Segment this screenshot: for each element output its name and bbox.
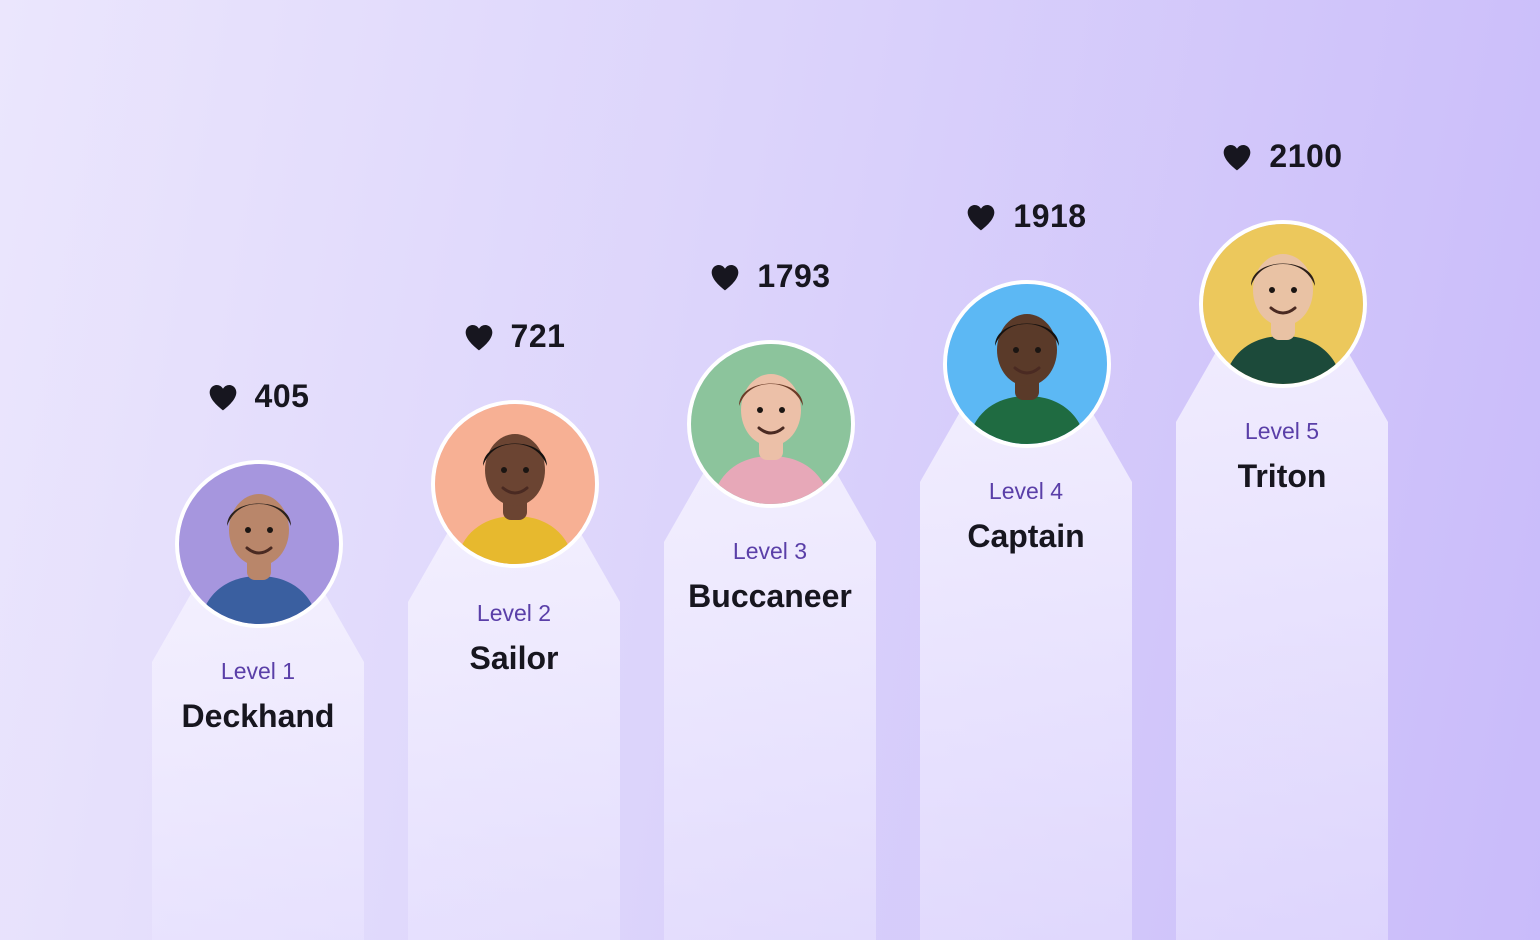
level-column-4: 1918 Level 4 Captain <box>920 0 1132 940</box>
heart-icon[interactable] <box>1221 142 1253 172</box>
level-pillar <box>1176 352 1388 940</box>
likes-counter: 405 <box>152 378 364 415</box>
portrait-image <box>435 404 595 564</box>
level-pillar <box>664 472 876 940</box>
portrait-image <box>1203 224 1363 384</box>
level-column-2: 721 Level 2 Sailor <box>408 0 620 940</box>
level-label: Level 4 <box>988 478 1064 504</box>
likes-count: 721 <box>510 318 566 354</box>
level-label: Level 2 <box>476 600 552 626</box>
heart-icon[interactable] <box>709 262 741 292</box>
level-pillar <box>152 592 364 940</box>
portrait-image <box>179 464 339 624</box>
likes-count: 2100 <box>1269 138 1343 174</box>
heart-icon[interactable] <box>463 322 495 352</box>
likes-count: 1918 <box>1013 198 1087 234</box>
avatar[interactable] <box>1199 220 1367 388</box>
likes-counter: 1918 <box>920 198 1132 235</box>
level-title: Deckhand <box>181 698 335 734</box>
avatar[interactable] <box>687 340 855 508</box>
heart-icon[interactable] <box>207 382 239 412</box>
portrait-image <box>691 344 851 504</box>
level-pillar <box>920 412 1132 940</box>
level-column-1: 405 Level 1 Deckhand <box>152 0 364 940</box>
level-pillar <box>408 532 620 940</box>
level-title: Sailor <box>469 640 559 676</box>
likes-count: 405 <box>254 378 310 414</box>
level-title: Triton <box>1237 458 1327 494</box>
level-column-3: 1793 Level 3 Buccaneer <box>664 0 876 940</box>
level-column-5: 2100 Level 5 Triton <box>1176 0 1388 940</box>
level-title: Captain <box>967 518 1085 554</box>
likes-counter: 721 <box>408 318 620 355</box>
avatar[interactable] <box>175 460 343 628</box>
avatar[interactable] <box>431 400 599 568</box>
level-label: Level 1 <box>220 658 296 684</box>
level-title: Buccaneer <box>688 578 852 614</box>
likes-counter: 1793 <box>664 258 876 295</box>
avatar[interactable] <box>943 280 1111 448</box>
likes-count: 1793 <box>757 258 831 294</box>
likes-counter: 2100 <box>1176 138 1388 175</box>
heart-icon[interactable] <box>965 202 997 232</box>
level-label: Level 3 <box>732 538 808 564</box>
level-label: Level 5 <box>1244 418 1320 444</box>
portrait-image <box>947 284 1107 444</box>
